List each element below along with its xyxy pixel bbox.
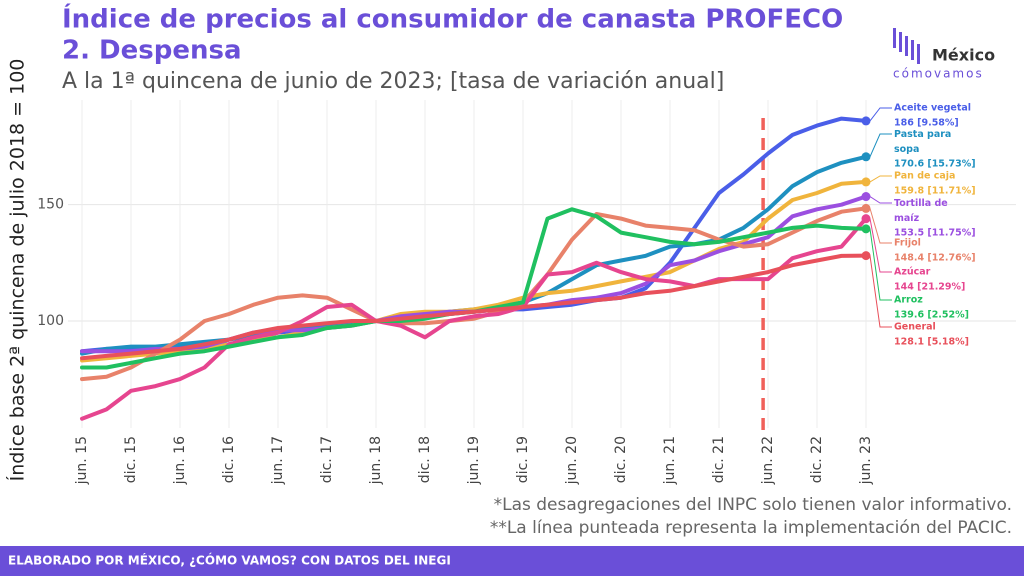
value-label: 148.4 [12.76%] [894, 253, 976, 264]
logo-text: cómovamos [893, 67, 984, 81]
value-label: 144 [21.29%] [894, 282, 965, 293]
x-tick-label: jun. 19 [466, 436, 482, 485]
leader-line [869, 196, 892, 204]
y-tick-label: 100 [37, 313, 64, 329]
x-tick-label: jun. 20 [564, 436, 580, 485]
logo-bar [893, 28, 896, 48]
end-point [861, 251, 871, 261]
logo-text: México [932, 46, 995, 65]
legend-label: Arroz [894, 295, 923, 306]
logo: México cómovamos [893, 28, 995, 81]
legend-label-line: maíz [894, 213, 920, 224]
note: **La línea punteada representa la implem… [490, 518, 1012, 538]
leader-line [869, 255, 892, 328]
x-tick-label: jun. 18 [368, 436, 384, 485]
x-tick-label: dic. 21 [711, 436, 727, 483]
x-tick-label: jun. 15 [74, 436, 90, 485]
value-label: 186 [9.58%] [894, 118, 959, 129]
chart-subtitle: 2. Despensa [62, 36, 242, 66]
logo-bar [911, 40, 914, 60]
x-tick-label: dic. 16 [221, 436, 237, 483]
value-label: 159.8 [11.71%] [894, 186, 976, 197]
leader-line [869, 175, 892, 183]
series-line [80, 253, 868, 361]
end-point [861, 192, 871, 202]
series-line [80, 206, 868, 382]
x-tick-label: dic. 17 [319, 436, 335, 483]
legend-label: Pan de caja [894, 171, 955, 182]
value-label: 170.6 [15.73%] [894, 159, 976, 170]
logo-bar [917, 44, 920, 64]
leader-line [869, 107, 892, 122]
legend-label: Azúcar [894, 267, 931, 278]
x-tick-label: dic. 20 [613, 436, 629, 483]
end-point [861, 177, 871, 187]
y-tick-label: 150 [37, 197, 64, 213]
end-point [861, 116, 871, 126]
x-tick-label: dic. 15 [123, 436, 139, 483]
legend-label: General [894, 322, 936, 333]
leader-line [869, 208, 892, 244]
x-tick-label: dic. 18 [417, 436, 433, 483]
legend-label: Tortilla de maíz [894, 198, 948, 224]
y-axis-label: Índice base 2ª quincena de julio 2018 = … [6, 59, 29, 482]
end-point [861, 152, 871, 162]
footer-source: ELABORADO POR MÉXICO, ¿CÓMO VAMOS? CON D… [8, 553, 451, 568]
value-label: 153.5 [11.75%] [894, 228, 976, 239]
legend-label: Pasta para sopa [894, 129, 951, 155]
x-tick-label: jun. 17 [270, 436, 286, 485]
end-point [861, 203, 871, 213]
x-tick-label: jun. 21 [662, 436, 678, 485]
leader-line [869, 133, 892, 157]
legend-label: Aceite vegetal [894, 103, 971, 114]
value-label: 139.6 [2.52%] [894, 310, 969, 321]
x-tick-label: jun. 23 [858, 436, 874, 485]
end-point [861, 214, 871, 224]
chart-title: Índice de precios al consumidor de canas… [62, 3, 843, 35]
value-label: 128.1 [5.18%] [894, 337, 969, 348]
x-tick-label: jun. 22 [760, 436, 776, 485]
x-tick-label: dic. 22 [809, 436, 825, 483]
leader-line [869, 218, 892, 273]
logo-bar [905, 36, 908, 56]
leader-line [869, 228, 892, 301]
footer-bar [0, 546, 1024, 576]
x-tick-label: jun. 16 [172, 436, 188, 485]
legend-label-line: Tortilla de [894, 198, 948, 209]
legend-label-line: sopa [894, 144, 919, 155]
legend-label: Frijol [894, 238, 921, 249]
logo-bar [899, 32, 902, 52]
end-point [861, 224, 871, 234]
legend-label-line: Pasta para [894, 129, 951, 140]
x-tick-label: dic. 19 [515, 436, 531, 483]
chart-subtitle: A la 1ª quincena de junio de 2023; [tasa… [62, 69, 724, 94]
note: *Las desagregaciones del INPC solo tiene… [494, 495, 1012, 515]
